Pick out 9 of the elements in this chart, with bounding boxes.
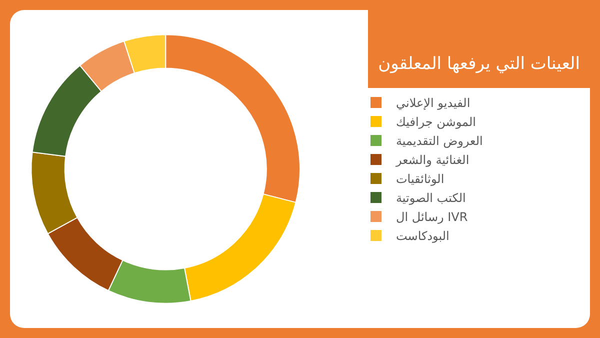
legend-label: الوثائقيات — [396, 172, 444, 186]
legend-label: العروض التقديمية — [396, 134, 483, 148]
legend-label: الكتب الصوتية — [396, 191, 466, 206]
legend-label: الموشن جرافيك — [396, 115, 476, 130]
text: العينات التي يرفعها المعلقون — [368, 0, 590, 88]
legend-label: رسائل ال IVR — [396, 210, 468, 224]
legend-label: البودكاست — [396, 229, 450, 244]
legend-label: الغنائية والشعر — [395, 153, 470, 168]
legend-label: الفيديو الإعلاني — [396, 96, 470, 110]
